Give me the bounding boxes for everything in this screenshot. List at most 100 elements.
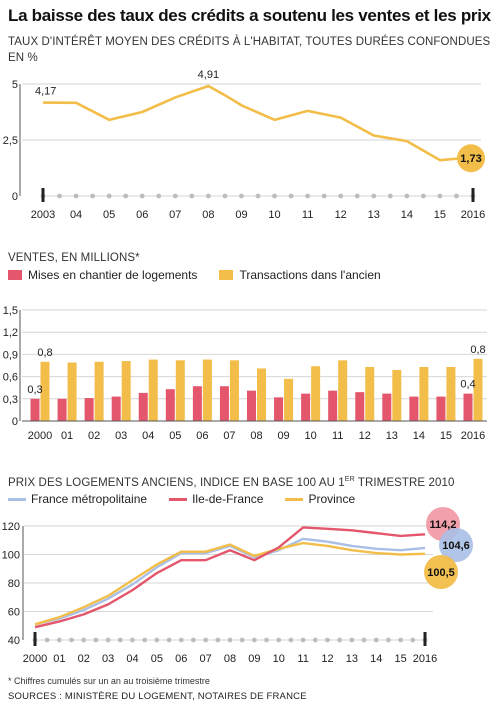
c2-xtick-label: 04 (142, 430, 154, 442)
c3-xtick-label: 01 (53, 653, 65, 665)
c2-xtick-label: 05 (169, 430, 181, 442)
c3-dot (251, 637, 257, 643)
c2-ytick-label: 0,3 (3, 394, 18, 406)
c1-label-peak: 4,91 (198, 69, 219, 81)
c2-bar-starts (219, 386, 229, 421)
c2-bar-transactions (311, 366, 321, 421)
c2-bar-transactions (121, 361, 131, 421)
c3-line-france (34, 537, 426, 626)
c2-xtick-label: 08 (250, 430, 262, 442)
c2-bar-starts (436, 396, 446, 421)
chart2-legend: Mises en chantier de logements Transacti… (8, 268, 403, 282)
c3-dot (154, 637, 160, 643)
c3-dot (93, 637, 99, 643)
c3-label-province: 100,5 (427, 567, 455, 579)
c2-bar-starts (165, 389, 175, 421)
c1-dot (172, 193, 178, 199)
c1-xtick-label: 15 (434, 209, 446, 221)
c3-dot (227, 637, 233, 643)
c1-dot (354, 193, 360, 199)
c3-xtick-label: 14 (370, 653, 382, 665)
legend-item-province: Province (285, 492, 355, 506)
c2-bar-starts (84, 398, 94, 421)
page-title: La baisse des taux des crédits a soutenu… (8, 6, 491, 25)
c2-label-red-first: 0,3 (27, 384, 42, 396)
c3-dot (373, 637, 379, 643)
c1-xtick-label: 09 (235, 209, 247, 221)
c2-xtick-label: 13 (386, 430, 398, 442)
c3-dot (166, 637, 172, 643)
legend-label-france: France métropolitaine (31, 492, 148, 506)
legend-label-starts: Mises en chantier de logements (28, 268, 198, 282)
price-index-chart: 40 60 80 100 120 2000 01 02 03 04 05 06 07 08 09 10 11 12… (2, 507, 473, 665)
c3-dot (117, 637, 123, 643)
c3-dot (337, 637, 343, 643)
c3-dot (239, 637, 245, 643)
c3-dot (105, 637, 111, 643)
c2-xtick-label: 10 (305, 430, 317, 442)
c3-xtick-label: 07 (200, 653, 212, 665)
c1-ytick-label: 0 (12, 191, 18, 203)
c3-dot (361, 637, 367, 643)
c3-label-france: 104,6 (442, 540, 470, 552)
c3-line-province (34, 541, 426, 626)
c1-xtick-label: 13 (368, 209, 380, 221)
c1-dot (139, 193, 145, 199)
c1-xtick-label: 06 (136, 209, 148, 221)
c3-dot (410, 637, 416, 643)
c1-dot (321, 193, 327, 199)
c3-dot (56, 637, 62, 643)
c2-xtick-label: 03 (115, 430, 127, 442)
c2-xtick-label: 09 (277, 430, 289, 442)
c3-dot (312, 637, 318, 643)
c1-start-tick (41, 188, 45, 202)
c2-label-yellow-first: 0,8 (37, 347, 52, 359)
c3-line-idf (34, 526, 426, 629)
c1-dot (205, 193, 211, 199)
c3-xtick-label: 11 (297, 653, 308, 665)
c1-dot (57, 193, 62, 199)
c3-xtick-label: 15 (395, 653, 407, 665)
c2-bar-starts (355, 392, 365, 421)
c2-bar-transactions (365, 366, 375, 421)
legend-line-red (169, 497, 188, 501)
c1-dot (255, 193, 261, 199)
c1-label-first: 4,17 (35, 86, 56, 98)
c1-dot (239, 193, 244, 199)
c3-xtick-label: 08 (224, 653, 236, 665)
c3-dot (276, 637, 282, 643)
c1-dot (73, 193, 79, 199)
c1-dot (123, 193, 129, 199)
c3-label-idf: 114,2 (430, 519, 457, 531)
c2-xtick-label: 14 (413, 430, 425, 442)
interest-rate-chart: 0 2,5 5 2003 04 05 06 07 08 09 10 11 12 13 14 15 2016 4,1… (3, 69, 486, 221)
c1-ytick-label: 2,5 (3, 135, 18, 147)
c2-xtick-label: 06 (196, 430, 208, 442)
c1-dot (272, 193, 277, 199)
c2-xtick-label: 15 (440, 430, 452, 442)
c3-dot (288, 637, 294, 643)
c1-xtick-label: 2016 (461, 209, 485, 221)
c2-ytick-label: 1,5 (3, 305, 18, 317)
c3-xtick-label: 10 (273, 653, 285, 665)
c2-bar-starts (111, 396, 121, 421)
c2-xtick-label: 2016 (461, 430, 485, 442)
chart3-subtitle-sup: ER (344, 476, 355, 483)
c2-label-red-last: 0,4 (460, 379, 475, 391)
chart1-unit: EN % (8, 52, 38, 64)
c1-dot (338, 193, 344, 199)
legend-item-france: France métropolitaine (8, 492, 147, 506)
c3-xtick-label: 12 (321, 653, 333, 665)
c2-bar-starts (274, 397, 284, 421)
c3-dot (130, 637, 135, 643)
c2-ytick-label: 0,6 (3, 372, 18, 384)
c1-xtick-label: 07 (169, 209, 181, 221)
c3-bubble-province (424, 555, 458, 589)
c2-bar-starts (463, 393, 473, 421)
c1-dot (90, 193, 96, 199)
c3-ytick-label: 80 (8, 578, 20, 590)
c1-dot (288, 193, 294, 199)
c2-bar-transactions (446, 366, 456, 421)
c3-dot (264, 637, 269, 643)
c2-bar-transactions (284, 378, 294, 421)
